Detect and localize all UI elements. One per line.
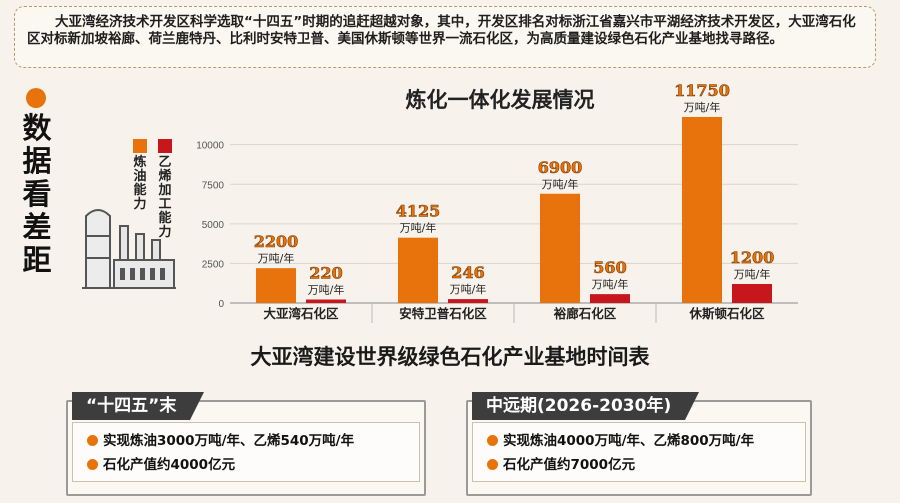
list-item-text: 石化产值约4000亿元 [103,457,236,473]
legend-label-ethylene: 乙烯加工能力 [158,155,172,240]
intro-paragraph: 大亚湾经济技术开发区科学选取“十四五”时期的追赶超越对象，其中，开发区排名对标浙… [14,6,876,68]
bullet-icon [87,435,98,446]
bar-ethylene [306,299,346,303]
list-item: 石化产值约7000亿元 [487,453,635,473]
x-category-label: 休斯顿石化区 [688,306,765,321]
x-category-label: 安特卫普石化区 [399,306,487,321]
bar-refining [540,193,580,303]
y-tick-label: 7500 [202,180,225,191]
data-label-unit: 万吨/年 [684,100,721,114]
timeline-panel-long-term: 中远期(2026-2030年) 实现炼油4000万吨/年、乙烯800万吨/年 石… [466,392,812,496]
bullet-icon [487,435,498,446]
section-title: 数据看差距 [22,111,52,277]
y-tick-label: 5000 [202,220,225,231]
y-tick-label: 0 [218,299,224,310]
list-item-text: 实现炼油3000万吨/年、乙烯540万吨/年 [103,433,355,449]
timeline-title: 大亚湾建设世界级绿色石化产业基地时间表 [250,345,650,369]
panel-tab-label: “十四五”末 [72,392,205,420]
chart-title: 炼化一体化发展情况 [405,88,595,112]
section-bullet-icon [26,88,46,108]
panel-body: 实现炼油3000万吨/年、乙烯540万吨/年 石化产值约4000亿元 [72,422,420,482]
bullet-icon [487,459,498,470]
data-label-value: 4125 [396,202,441,221]
bar-ethylene [448,299,488,303]
list-item-text: 实现炼油4000万吨/年、乙烯800万吨/年 [503,433,755,449]
legend-swatch-ethylene [158,139,172,153]
data-label-unit: 万吨/年 [542,177,579,191]
data-label-value: 11750 [674,81,730,100]
data-label-value: 246 [451,263,484,282]
bar-refining [256,268,296,303]
list-item-text: 石化产值约7000亿元 [503,457,636,473]
legend-label-refining: 炼油能力 [133,155,147,212]
bar-ethylene [732,284,772,303]
data-label-unit: 万吨/年 [450,282,487,296]
data-label-value: 560 [593,258,626,277]
panel-tab-label: 中远期(2026-2030年) [472,392,700,420]
data-label-unit: 万吨/年 [400,221,437,235]
bar-refining [682,116,722,303]
data-label-unit: 万吨/年 [734,267,771,281]
data-label-value: 220 [309,264,342,283]
bar-refining [398,237,438,303]
bullet-icon [87,459,98,470]
list-item: 实现炼油4000万吨/年、乙烯800万吨/年 [487,429,754,449]
timeline-panel-near-term: “十四五”末 实现炼油3000万吨/年、乙烯540万吨/年 石化产值约4000亿… [66,392,426,496]
data-label-value: 6900 [538,158,583,177]
data-label-unit: 万吨/年 [308,283,345,297]
panel-body: 实现炼油4000万吨/年、乙烯800万吨/年 石化产值约7000亿元 [472,422,806,482]
x-category-label: 大亚湾石化区 [263,306,339,321]
list-item: 石化产值约4000亿元 [87,453,235,473]
data-label-unit: 万吨/年 [258,251,295,265]
legend-swatch-refining [133,139,147,153]
list-item: 实现炼油3000万吨/年、乙烯540万吨/年 [87,429,354,449]
x-category-label: 裕廊石化区 [554,306,617,321]
bar-ethylene [590,294,630,303]
data-label-value: 1200 [730,248,775,267]
y-tick-label: 2500 [202,259,225,270]
factory-icon [82,209,176,289]
y-tick-label: 10000 [196,141,224,152]
data-label-value: 2200 [254,232,299,251]
data-label-unit: 万吨/年 [592,277,629,291]
